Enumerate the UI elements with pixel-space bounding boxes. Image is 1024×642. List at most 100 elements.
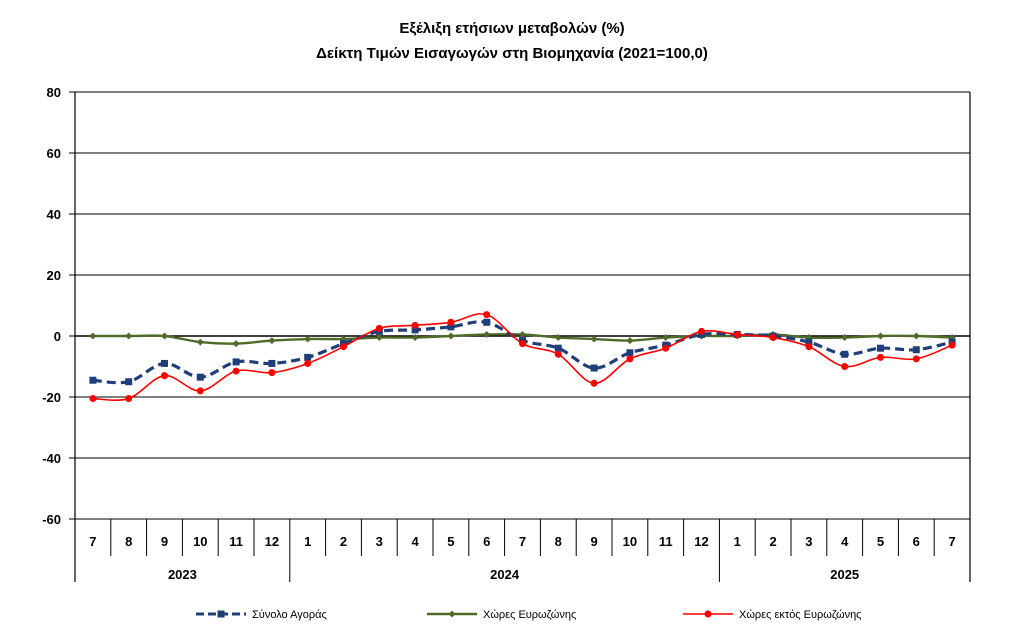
x-tick-label: 8 <box>555 534 562 549</box>
data-point <box>554 344 562 352</box>
data-point <box>841 334 849 342</box>
x-tick-label: 11 <box>229 534 243 549</box>
data-point <box>662 334 670 342</box>
data-point <box>698 327 705 335</box>
data-point <box>161 359 168 367</box>
chart-subtitle: Δείκτη Τιμών Εισαγωγών στη Βιομηχανία (2… <box>316 45 708 62</box>
x-tick-label: 2 <box>769 534 776 549</box>
data-point <box>217 610 225 618</box>
y-tick-label: -60 <box>42 512 61 527</box>
data-point <box>268 337 276 345</box>
data-point <box>161 332 168 340</box>
x-tick-label: 9 <box>161 534 168 549</box>
y-tick-label: 20 <box>47 268 61 283</box>
x-tick-label: 12 <box>265 534 279 549</box>
data-point <box>662 344 670 352</box>
x-tick-label: 7 <box>519 534 526 549</box>
data-point <box>411 334 419 342</box>
x-tick-label: 9 <box>590 534 597 549</box>
x-tick-label: 4 <box>411 534 419 549</box>
y-tick-label: -20 <box>42 390 61 405</box>
data-point <box>448 610 456 618</box>
data-point <box>554 334 562 342</box>
data-point <box>805 343 813 351</box>
year-label: 2023 <box>168 567 197 582</box>
data-point <box>805 338 813 346</box>
series-group <box>89 311 956 403</box>
legend-item: Χώρες Ευρωζώνης <box>427 609 576 621</box>
y-tick-label: -40 <box>42 451 61 466</box>
data-point <box>733 330 741 338</box>
series-3 <box>89 311 956 403</box>
data-point <box>912 355 920 363</box>
y-tick-label: 60 <box>47 146 61 161</box>
year-label: 2024 <box>490 567 520 582</box>
data-point <box>590 379 598 387</box>
x-tick-label: 1 <box>304 534 311 549</box>
x-tick-label: 5 <box>877 534 884 549</box>
x-axis-years: 2023 2024 2025 <box>168 556 859 582</box>
x-tick-label: 3 <box>805 534 812 549</box>
x-tick-label: 4 <box>841 534 849 549</box>
x-axis-ticks: 7 8 9 10 11 12 1 2 3 4 5 6 7 8 9 10 11 12 1 2 3 4 5 6 7 <box>74 519 971 556</box>
data-point <box>626 355 634 363</box>
data-point <box>483 330 491 338</box>
legend-item: Χώρες εκτός Ευρωζώνης <box>683 609 862 621</box>
chart-title: Εξέλιξη ετήσιων μεταβολών (%) <box>399 20 625 37</box>
data-point <box>232 358 240 366</box>
data-point <box>125 395 133 403</box>
data-point <box>125 378 133 386</box>
data-point <box>411 321 419 329</box>
x-tick-label: 6 <box>913 534 920 549</box>
data-point <box>626 337 634 345</box>
x-tick-label: 3 <box>376 534 383 549</box>
x-tick-label: 12 <box>694 534 708 549</box>
series-line <box>92 320 953 385</box>
data-point <box>841 363 849 370</box>
data-point <box>196 373 204 381</box>
data-point <box>196 387 204 395</box>
axes <box>74 92 971 582</box>
data-point <box>447 323 455 331</box>
data-point <box>268 359 276 367</box>
x-tick-label: 10 <box>193 534 207 549</box>
data-point <box>411 326 419 334</box>
data-point <box>375 324 383 332</box>
data-point <box>877 344 884 352</box>
data-point <box>769 334 777 342</box>
legend-label: Χώρες εκτός Ευρωζώνης <box>739 609 862 621</box>
legend-label: Χώρες Ευρωζώνης <box>483 609 576 621</box>
data-point <box>704 610 712 618</box>
data-point <box>877 332 884 340</box>
x-tick-label: 7 <box>948 534 955 549</box>
data-point <box>340 343 347 351</box>
x-tick-label: 2 <box>340 534 347 549</box>
y-tick-label: 80 <box>47 85 61 100</box>
x-tick-label: 7 <box>89 534 96 549</box>
data-point <box>304 359 312 367</box>
data-point <box>626 349 634 357</box>
data-point <box>877 353 884 361</box>
legend-item: Σύνολο Αγοράς <box>196 609 327 621</box>
data-point <box>304 353 312 361</box>
y-tick-label: 0 <box>54 329 61 344</box>
data-point <box>841 350 849 358</box>
data-point <box>375 334 383 342</box>
y-tick-label: 40 <box>47 207 61 222</box>
data-point <box>268 369 276 377</box>
data-point <box>89 332 97 340</box>
data-point <box>447 332 455 340</box>
x-tick-label: 1 <box>734 534 741 549</box>
data-point <box>912 346 920 354</box>
data-point <box>519 340 526 348</box>
x-tick-label: 8 <box>125 534 132 549</box>
data-point <box>590 364 598 372</box>
data-point <box>912 332 920 340</box>
series-line <box>92 313 953 402</box>
data-point <box>89 395 97 403</box>
data-point <box>89 376 97 384</box>
data-point <box>232 340 240 348</box>
y-axis-ticks: 80 60 40 20 0 -20 -40 -60 <box>42 85 75 527</box>
data-point <box>483 311 491 319</box>
